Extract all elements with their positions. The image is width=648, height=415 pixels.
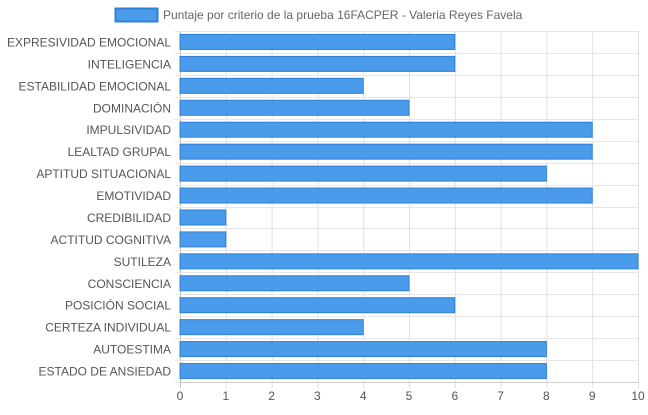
x-tick-label: 3: [314, 389, 321, 403]
x-tick-label: 5: [406, 389, 413, 403]
bar[interactable]: [179, 187, 593, 204]
bar[interactable]: [179, 231, 227, 248]
bar[interactable]: [179, 121, 593, 138]
bar[interactable]: [179, 55, 456, 72]
bars: [179, 33, 639, 380]
x-tick-label: 7: [497, 389, 504, 403]
bar[interactable]: [179, 33, 456, 50]
grid: [175, 31, 639, 388]
bar[interactable]: [179, 77, 364, 94]
bar[interactable]: [179, 275, 410, 292]
category-label: APTITUD SITUACIONAL: [36, 167, 171, 181]
category-label: CERTEZA INDIVIDUAL: [45, 321, 171, 335]
category-label: LEALTAD GRUPAL: [68, 145, 172, 159]
x-tick-label: 6: [451, 389, 458, 403]
legend[interactable]: Puntaje por criterio de la prueba 16FACP…: [114, 7, 523, 23]
category-label: CREDIBILIDAD: [87, 211, 171, 225]
x-tick-labels: 0 1 2 3 4 5 6 7 8 9 10: [177, 389, 645, 403]
x-tick-label: 4: [360, 389, 367, 403]
bar[interactable]: [179, 341, 547, 358]
category-label: POSICIÓN SOCIAL: [65, 298, 171, 313]
category-label: AUTOESTIMA: [93, 343, 171, 357]
bar[interactable]: [179, 209, 227, 226]
category-label: ESTABILIDAD EMOCIONAL: [19, 79, 172, 93]
bar[interactable]: [179, 99, 410, 116]
x-tick-label: 8: [543, 389, 550, 403]
bar[interactable]: [179, 143, 593, 160]
category-label: ACTITUD COGNITIVA: [51, 233, 171, 247]
legend-label: Puntaje por criterio de la prueba 16FACP…: [163, 8, 523, 22]
category-label: INTELIGENCIA: [88, 57, 171, 71]
category-label: EXPRESIVIDAD EMOCIONAL: [7, 35, 171, 49]
category-label: EMOTIVIDAD: [96, 189, 171, 203]
category-labels: EXPRESIVIDAD EMOCIONAL INTELIGENCIA ESTABI…: [7, 35, 171, 378]
x-tick-label: 9: [589, 389, 596, 403]
bar[interactable]: [179, 297, 456, 314]
bar[interactable]: [179, 319, 364, 336]
bar[interactable]: [179, 363, 547, 380]
x-tick-label: 0: [177, 389, 184, 403]
category-label: IMPULSIVIDAD: [86, 123, 171, 137]
legend-swatch: [114, 7, 159, 23]
category-label: DOMINACIÓN: [93, 100, 171, 115]
bar[interactable]: [179, 165, 547, 182]
bar[interactable]: [179, 253, 639, 270]
x-tick-label: 1: [222, 389, 229, 403]
x-tick-label: 2: [268, 389, 275, 403]
category-label: ESTADO DE ANSIEDAD: [39, 365, 172, 379]
category-label: CONSCIENCIA: [88, 277, 171, 291]
x-tick-label: 10: [631, 389, 645, 403]
category-label: SUTILEZA: [114, 255, 171, 269]
